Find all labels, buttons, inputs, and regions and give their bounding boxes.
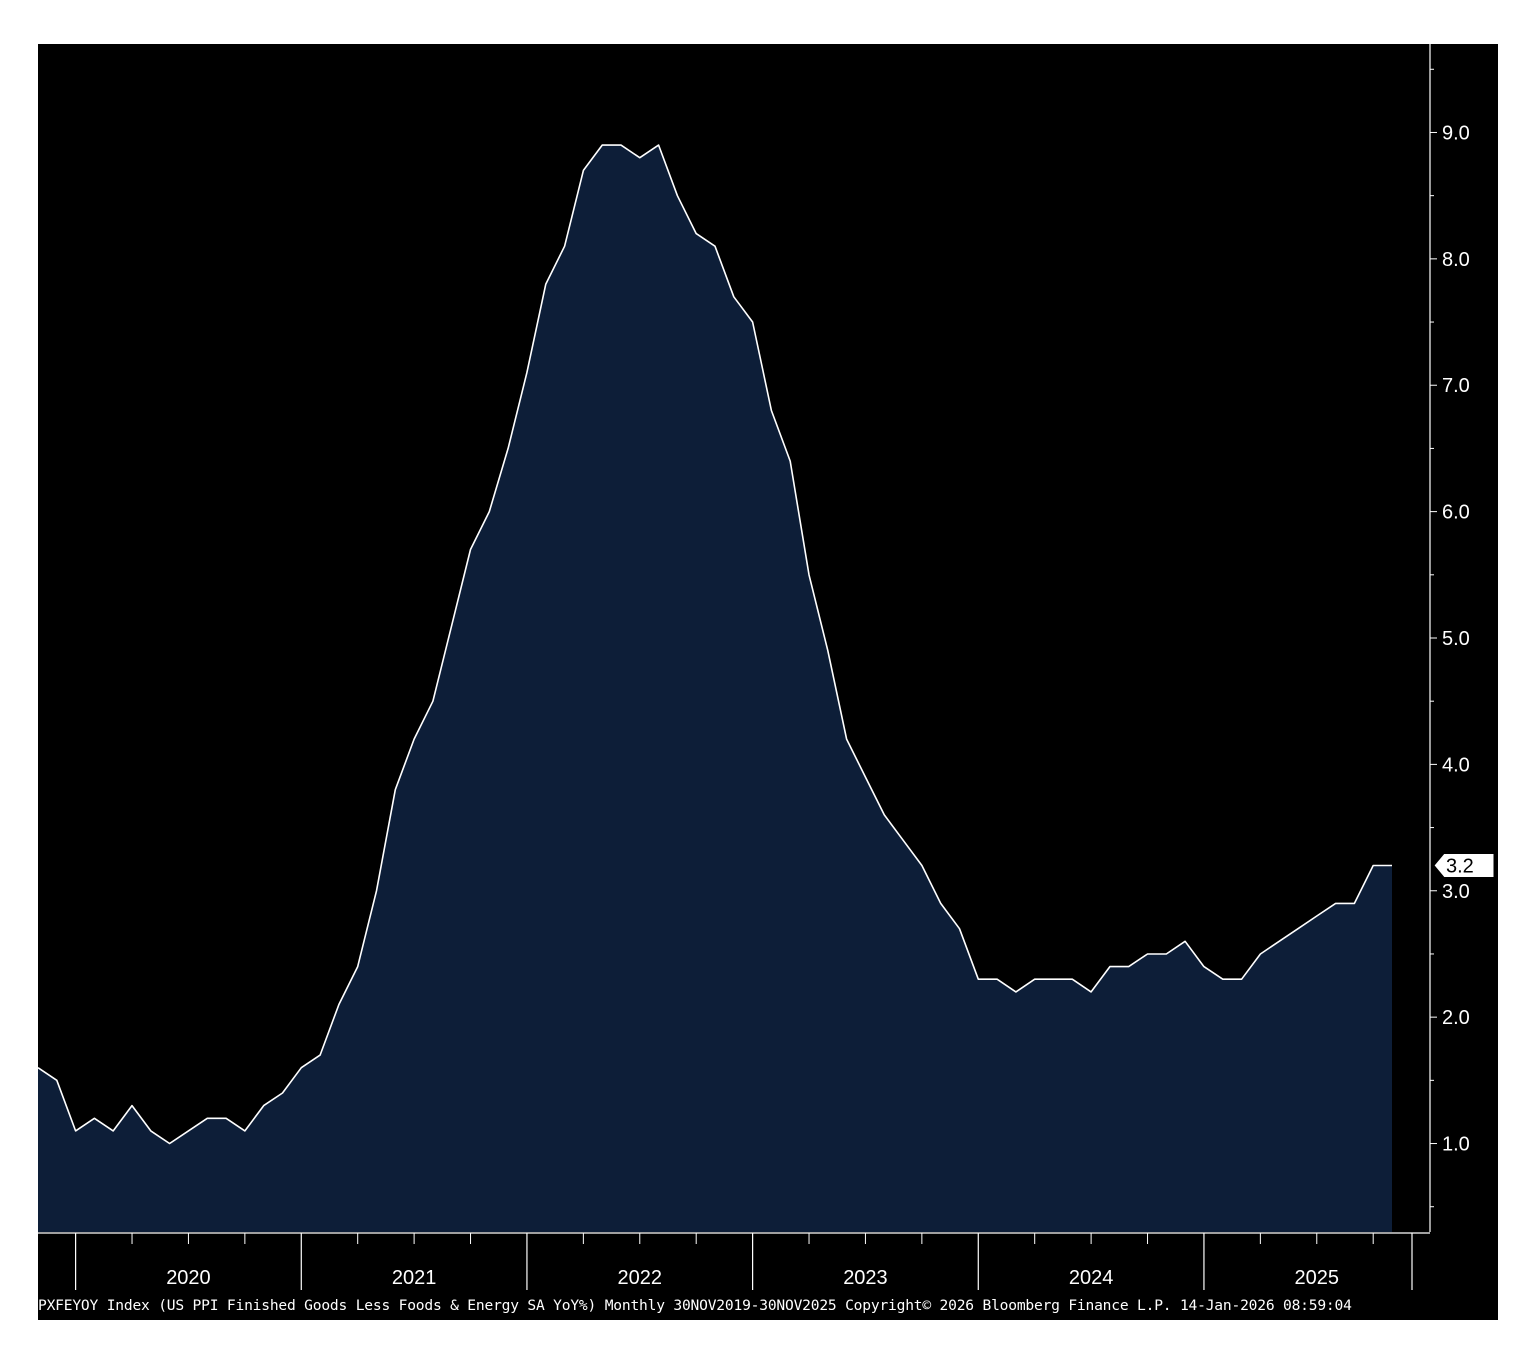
x-tick-label: 2025 <box>1295 1267 1340 1289</box>
last-value-label: 3.2 <box>1446 855 1474 877</box>
y-tick-label: 8.0 <box>1442 249 1470 271</box>
y-tick-label: 6.0 <box>1442 502 1470 524</box>
x-tick-label: 2021 <box>392 1267 437 1289</box>
x-tick-label: 2022 <box>618 1267 663 1289</box>
y-tick-label: 1.0 <box>1442 1134 1470 1156</box>
y-tick-label: 5.0 <box>1442 628 1470 650</box>
y-tick-label: 4.0 <box>1442 754 1470 776</box>
last-value-tag <box>1433 852 1495 878</box>
y-tick-label: 2.0 <box>1442 1007 1470 1029</box>
x-tick-label: 2023 <box>843 1267 888 1289</box>
chart-footer: PXFEYOY Index (US PPI Finished Goods Les… <box>38 1294 1498 1318</box>
x-tick-label: 2020 <box>166 1267 211 1289</box>
x-tick-label: 2024 <box>1069 1267 1114 1289</box>
series-line <box>37 144 1392 1145</box>
y-tick-label: 9.0 <box>1442 122 1470 144</box>
y-tick-label: 7.0 <box>1442 375 1470 397</box>
y-tick-label: 3.0 <box>1442 881 1470 903</box>
series-area <box>38 145 1392 1233</box>
